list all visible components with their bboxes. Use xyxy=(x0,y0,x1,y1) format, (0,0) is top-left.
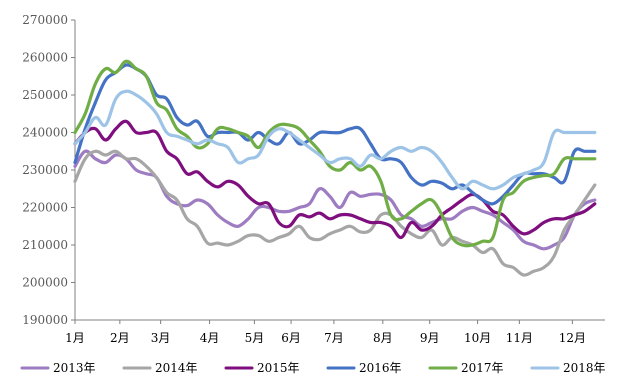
legend-label: 2014年 xyxy=(155,361,198,375)
x-tick-label: 9月 xyxy=(420,331,440,345)
x-tick-label: 2月 xyxy=(110,331,130,345)
x-tick-label: 10月 xyxy=(464,331,491,345)
y-tick-label: 200000 xyxy=(22,276,68,290)
x-tick-label: 12月 xyxy=(559,331,586,345)
series-line-5 xyxy=(73,59,597,248)
x-tick-label: 3月 xyxy=(151,331,171,345)
series-lines xyxy=(73,59,597,277)
y-tick-labels: 190000 200000 210000 220000 230000 240000 2500… xyxy=(22,13,68,327)
legend: 2013年 2014年 2015年 2016年 2017年 2018年 xyxy=(20,361,606,375)
x-tick-label: 8月 xyxy=(373,331,393,345)
series-line-1 xyxy=(73,149,597,251)
legend-label: 2016年 xyxy=(359,361,402,375)
legend-label: 2018年 xyxy=(563,361,606,375)
x-tick-label: 11月 xyxy=(506,331,533,345)
legend-label: 2015年 xyxy=(257,361,300,375)
y-tick-label: 240000 xyxy=(22,126,68,140)
x-tick-labels: 1月 2月 3月 4月 5月 6月 7月 8月 9月 10月 11月 12月 xyxy=(65,331,586,345)
series-line-3 xyxy=(73,119,597,240)
x-tick-label: 5月 xyxy=(245,331,265,345)
series-line-6 xyxy=(73,89,597,191)
x-tick-label: 6月 xyxy=(281,331,301,345)
series-line-2 xyxy=(73,149,597,277)
x-tick-label: 7月 xyxy=(324,331,344,345)
series-line-4 xyxy=(73,63,597,206)
y-tick-label: 250000 xyxy=(22,88,68,102)
y-tick-label: 220000 xyxy=(22,201,68,215)
y-tick-label: 270000 xyxy=(22,13,68,27)
y-tick-label: 260000 xyxy=(22,51,68,65)
legend-label: 2013年 xyxy=(53,361,96,375)
y-tick-label: 230000 xyxy=(22,163,68,177)
y-tick-label: 190000 xyxy=(22,313,68,327)
x-tick-label: 1月 xyxy=(65,331,85,345)
legend-label: 2017年 xyxy=(461,361,504,375)
x-tick-label: 4月 xyxy=(200,331,220,345)
axes xyxy=(71,19,605,324)
y-tick-label: 210000 xyxy=(22,238,68,252)
